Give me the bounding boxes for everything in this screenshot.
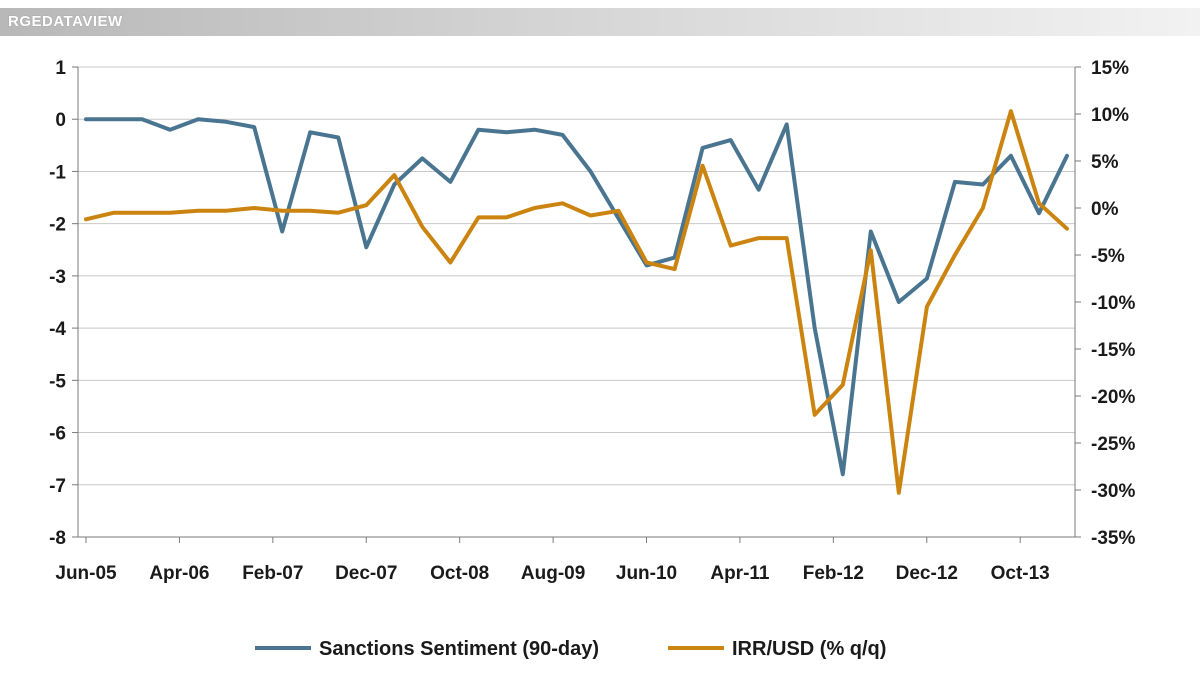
brand-logo: RGEDATAVIEW xyxy=(8,13,123,30)
right-axis-tick-label: 5% xyxy=(1091,152,1119,173)
x-axis-tick-label: Jun-10 xyxy=(616,563,677,584)
axes-layer xyxy=(72,66,1081,543)
grid-layer xyxy=(78,66,1075,538)
right-axis-tick-label: -20% xyxy=(1091,387,1135,408)
x-axis-tick-label: Dec-07 xyxy=(335,563,397,584)
right-axis-tick-label: 10% xyxy=(1091,105,1129,126)
series-line-irr-usd xyxy=(84,109,1069,495)
x-axis-tick-label: Feb-07 xyxy=(242,563,303,584)
left-axis-tick-label: -3 xyxy=(49,267,66,288)
series-line-sanctions-sentiment xyxy=(84,117,1069,477)
right-axis-tick-label: -5% xyxy=(1091,246,1125,267)
x-axis-tick-label: Jun-05 xyxy=(55,563,117,584)
left-axis-tick-label: -2 xyxy=(49,215,66,236)
legend: Sanctions Sentiment (90-day) IRR/USD (% q… xyxy=(255,638,886,660)
header-bar xyxy=(0,8,1200,36)
x-axis-tick-label: Apr-11 xyxy=(710,563,770,584)
left-axis-tick-label: -4 xyxy=(49,319,66,340)
right-axis-tick-label: 0% xyxy=(1091,199,1119,220)
right-axis-tick-label: -35% xyxy=(1091,528,1135,549)
labels-layer: 1 0 -1 -2 -3 -4 -5 -6 -7 -8 15% 10% 5% 0% -5% -10% -15% -… xyxy=(49,58,1135,584)
x-axis-tick-label: Aug-09 xyxy=(521,563,585,584)
left-axis-tick-label: 0 xyxy=(55,110,66,131)
series-layer xyxy=(84,109,1069,495)
legend-label: IRR/USD (% q/q) xyxy=(732,638,886,660)
left-axis-tick-label: -5 xyxy=(49,371,66,392)
left-axis-tick-label: -1 xyxy=(49,162,66,183)
x-axis-tick-label: Oct-13 xyxy=(991,563,1050,584)
x-axis-tick-label: Dec-12 xyxy=(896,563,958,584)
right-axis-tick-label: -10% xyxy=(1091,293,1135,314)
right-axis-tick-label: -15% xyxy=(1091,340,1135,361)
left-axis-tick-label: -7 xyxy=(49,476,66,497)
left-axis-tick-label: -6 xyxy=(49,424,66,445)
left-axis-tick-label: -8 xyxy=(49,528,66,549)
x-axis-tick-label: Oct-08 xyxy=(430,563,489,584)
x-axis-tick-label: Apr-06 xyxy=(149,563,209,584)
right-axis-tick-label: 15% xyxy=(1091,58,1129,79)
left-axis-tick-label: 1 xyxy=(55,58,66,79)
right-axis-tick-label: -30% xyxy=(1091,481,1135,502)
right-axis-tick-label: -25% xyxy=(1091,434,1135,455)
x-axis-tick-label: Feb-12 xyxy=(803,563,864,584)
legend-label: Sanctions Sentiment (90-day) xyxy=(319,638,599,660)
